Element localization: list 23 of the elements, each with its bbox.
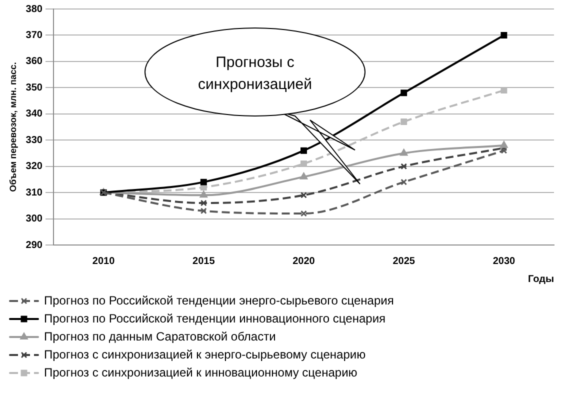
legend-label: Прогноз по данным Саратовской области bbox=[44, 329, 276, 344]
x-tick-label: 2020 bbox=[292, 256, 316, 267]
y-tick-label: 300 bbox=[26, 214, 43, 225]
legend-label: Прогноз с синхронизацией к энерго-сырьевому сценарию bbox=[44, 347, 366, 362]
y-tick-label: 330 bbox=[26, 134, 43, 146]
y-tick-label: 360 bbox=[26, 56, 43, 68]
x-tick-label: 2030 bbox=[492, 256, 516, 267]
x-tick-label: 2025 bbox=[392, 256, 416, 267]
y-tick-label: 290 bbox=[26, 240, 43, 251]
y-tick-label: 380 bbox=[26, 4, 43, 15]
y-axis-title: Объем перевозок, млн. пасс. bbox=[8, 62, 18, 192]
y-tick-label: 370 bbox=[26, 30, 43, 41]
y-tick-label: 310 bbox=[26, 187, 43, 198]
legend-label: Прогноз с синхронизацией к инновационному сценарию bbox=[44, 365, 358, 380]
legend-label: Прогноз по Российской тенденции энерго-сырьевого сценария bbox=[44, 293, 394, 308]
y-tick-label: 350 bbox=[26, 82, 43, 94]
x-axis-title: Годы bbox=[528, 274, 554, 285]
x-tick-label: 2010 bbox=[92, 256, 116, 267]
x-tick-label: 2015 bbox=[192, 256, 216, 267]
y-tick-label: 320 bbox=[26, 161, 43, 172]
y-tick-label: 340 bbox=[26, 108, 43, 120]
annotation: Прогнозы с синхронизацией bbox=[198, 54, 312, 93]
legend-label: Прогноз по Российской тенденции инновационного сценария bbox=[44, 311, 386, 326]
